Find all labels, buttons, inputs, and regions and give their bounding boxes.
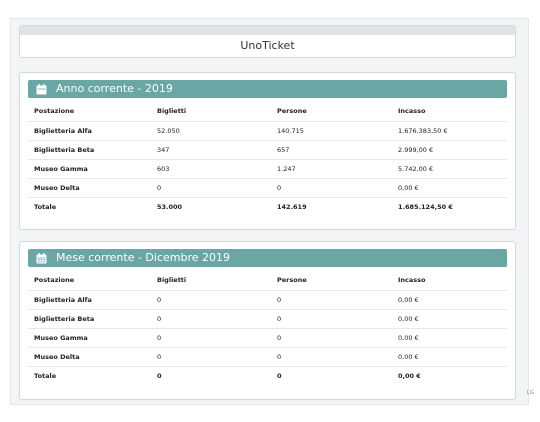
revenue-cell: 0,00 €: [392, 309, 507, 329]
app-title: UnoTicket: [240, 39, 295, 52]
monthly-stats-table: Postazione Biglietti Persone Incasso Big…: [28, 270, 507, 385]
people-cell: 0: [271, 328, 392, 348]
total-row: Totale 53.000 142.619 1.685.124,50 €: [28, 198, 507, 217]
yearly-stats-card: Anno corrente - 2019 Postazione Bigliett…: [19, 72, 516, 230]
tickets-cell: 0: [151, 309, 271, 329]
station-cell: Museo Gamma: [28, 328, 151, 348]
table-row: Museo Gamma 0 0 0,00 €: [28, 328, 507, 348]
table-header-row: Postazione Biglietti Persone Incasso: [28, 270, 507, 291]
tickets-cell: 0: [151, 290, 271, 310]
total-people: 0: [277, 372, 282, 380]
tickets-cell: 0: [151, 178, 271, 198]
tickets-cell: 52.050: [151, 121, 271, 141]
people-cell: 657: [271, 140, 392, 160]
column-header: Postazione: [28, 270, 151, 291]
tickets-cell: 347: [151, 140, 271, 160]
total-row: Totale 0 0 0,00 €: [28, 367, 507, 386]
revenue-cell: 0,00 €: [392, 290, 507, 310]
column-header: Biglietti: [151, 270, 271, 291]
revenue-cell: 0,00 €: [392, 347, 507, 367]
column-header: Postazione: [28, 101, 151, 122]
people-cell: 0: [271, 290, 392, 310]
total-people: 142.619: [277, 203, 307, 211]
total-label: Totale: [34, 203, 57, 211]
people-cell: 140.715: [271, 121, 392, 141]
total-revenue: 1.685.124,50 €: [398, 203, 453, 211]
yearly-stats-table: Postazione Biglietti Persone Incasso Big…: [28, 101, 507, 216]
column-header: Incasso: [392, 270, 507, 291]
station-cell: Museo Delta: [28, 178, 151, 198]
tickets-cell: 0: [151, 328, 271, 348]
station-cell: Biglietteria Alfa: [28, 290, 151, 310]
people-cell: 0: [271, 309, 392, 329]
app-frame: UnoTicket Anno corrente - 2019 Postazion…: [10, 18, 529, 405]
table-row: Biglietteria Alfa 52.050 140.715 1.676.3…: [28, 121, 507, 141]
total-label: Totale: [34, 372, 57, 380]
table-row: Biglietteria Beta 347 657 2.999,00 €: [28, 140, 507, 160]
yearly-stats-header: Anno corrente - 2019: [28, 80, 507, 98]
station-cell: Biglietteria Beta: [28, 140, 151, 160]
tickets-cell: 603: [151, 159, 271, 179]
people-cell: 0: [271, 347, 392, 367]
station-cell: Biglietteria Beta: [28, 309, 151, 329]
yearly-stats-title: Anno corrente - 2019: [56, 82, 173, 95]
table-row: Museo Gamma 603 1.247 5.742,00 €: [28, 159, 507, 179]
table-row: Museo Delta 0 0 0,00 €: [28, 178, 507, 198]
revenue-cell: 5.742,00 €: [392, 159, 507, 179]
calendar-grid-icon: [36, 252, 47, 264]
table-header-row: Postazione Biglietti Persone Incasso: [28, 101, 507, 122]
total-revenue: 0,00 €: [398, 372, 421, 380]
revenue-cell: 0,00 €: [392, 328, 507, 348]
revenue-cell: 2.999,00 €: [392, 140, 507, 160]
monthly-stats-card: Mese corrente - Dicembre 2019 Postazione…: [19, 241, 516, 400]
monthly-stats-header: Mese corrente - Dicembre 2019: [28, 249, 507, 267]
calendar-icon: [36, 83, 47, 95]
column-header: Persone: [271, 270, 392, 291]
revenue-cell: 0,00 €: [392, 178, 507, 198]
corner-mark: LG: [526, 390, 534, 396]
total-tickets: 0: [157, 372, 162, 380]
table-row: Biglietteria Alfa 0 0 0,00 €: [28, 290, 507, 310]
column-header: Incasso: [392, 101, 507, 122]
table-row: Biglietteria Beta 0 0 0,00 €: [28, 309, 507, 329]
people-cell: 1.247: [271, 159, 392, 179]
station-cell: Biglietteria Alfa: [28, 121, 151, 141]
header-strip: [20, 26, 515, 35]
column-header: Persone: [271, 101, 392, 122]
total-tickets: 53.000: [157, 203, 183, 211]
monthly-stats-title: Mese corrente - Dicembre 2019: [56, 251, 231, 264]
tickets-cell: 0: [151, 347, 271, 367]
app-header: UnoTicket: [19, 25, 516, 58]
station-cell: Museo Delta: [28, 347, 151, 367]
people-cell: 0: [271, 178, 392, 198]
table-row: Museo Delta 0 0 0,00 €: [28, 347, 507, 367]
station-cell: Museo Gamma: [28, 159, 151, 179]
revenue-cell: 1.676.383,50 €: [392, 121, 507, 141]
column-header: Biglietti: [151, 101, 271, 122]
